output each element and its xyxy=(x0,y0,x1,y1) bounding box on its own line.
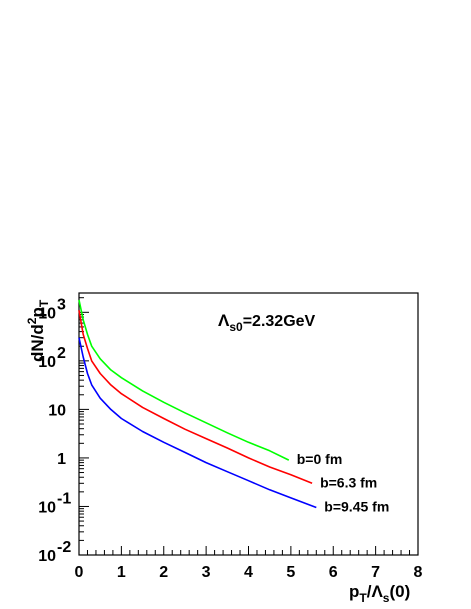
x-tick-label: 2 xyxy=(159,564,168,581)
y-tick-exponent: -2 xyxy=(57,539,71,556)
series-line-3 xyxy=(78,337,317,509)
x-tick-label: 0 xyxy=(75,564,84,581)
x-label-p: p xyxy=(349,582,359,601)
curves xyxy=(78,299,317,509)
y-tick-exponent: 2 xyxy=(57,345,66,362)
x-tick-label: 7 xyxy=(371,564,380,581)
x-tick-label: 8 xyxy=(414,564,423,581)
x-tick-label: 5 xyxy=(286,564,295,581)
x-tick-label: 6 xyxy=(329,564,338,581)
annotation-value: =2.32GeV xyxy=(243,313,316,330)
y-tick-label: 10 xyxy=(38,305,56,322)
curve-labels: b=0 fm b=6.3 fm b=9.45 fm xyxy=(297,451,390,514)
y-tick-label: 10 xyxy=(48,402,66,419)
y-tick-label: 10 xyxy=(38,499,56,516)
series-line-1 xyxy=(78,299,290,461)
y-axis-label: dN/d2pT xyxy=(25,299,51,362)
x-label-slash: /Λ xyxy=(367,582,384,601)
annotation: Λs0=2.32GeV xyxy=(218,311,316,334)
y-label-sup-2: 2 xyxy=(25,317,39,324)
series-label-1: b=0 fm xyxy=(297,451,343,467)
x-tick-label: 3 xyxy=(202,564,211,581)
annotation-lambda: Λ xyxy=(218,311,230,330)
y-tick-exponent: -1 xyxy=(57,490,71,507)
x-label-sub-s: s xyxy=(383,591,390,605)
y-tick-label: 10 xyxy=(38,548,56,565)
y-tick-label: 1 xyxy=(57,451,66,468)
series-label-3: b=9.45 fm xyxy=(324,499,389,515)
y-tick-exponent: 3 xyxy=(57,296,66,313)
series-line-2 xyxy=(78,310,313,485)
annotation-subscript: s0 xyxy=(229,320,243,334)
y-label-p: p xyxy=(28,307,47,317)
x-label-sub-T: T xyxy=(359,591,367,605)
y-label-dN: dN/d xyxy=(28,324,47,362)
y-label-sub-T: T xyxy=(37,299,51,307)
x-label-arg: (0) xyxy=(389,582,410,601)
x-tick-label: 1 xyxy=(117,564,126,581)
series-label-2: b=6.3 fm xyxy=(320,474,377,490)
x-tick-label: 4 xyxy=(244,564,253,581)
x-axis-label: pT/Λs(0) xyxy=(349,582,410,605)
x-axis-ticks: 0 1 2 3 4 5 6 7 8 xyxy=(75,546,423,581)
y-tick-label: 10 xyxy=(38,354,56,371)
